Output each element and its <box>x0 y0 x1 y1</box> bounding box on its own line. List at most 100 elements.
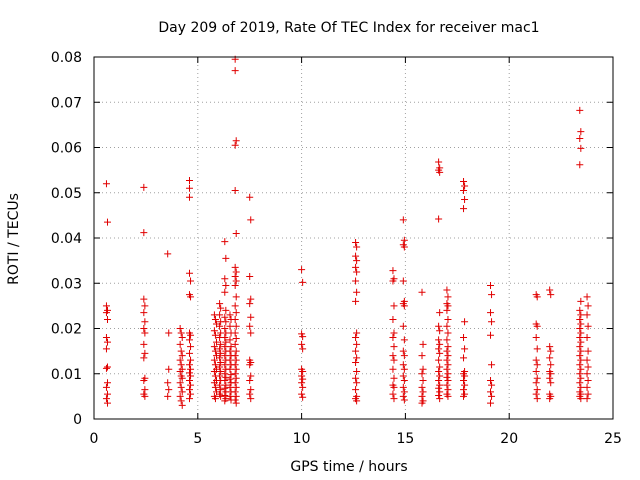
data-point <box>436 168 444 176</box>
data-point <box>221 397 229 405</box>
data-point <box>187 356 195 364</box>
data-point <box>299 367 307 375</box>
data-point <box>400 243 408 251</box>
data-point <box>185 361 193 369</box>
data-point <box>583 356 591 364</box>
data-point <box>390 329 398 337</box>
data-point <box>217 340 225 348</box>
data-point <box>231 340 239 348</box>
data-point <box>419 388 427 396</box>
data-point <box>584 377 592 385</box>
data-point <box>231 315 239 323</box>
data-point <box>576 325 584 332</box>
data-point <box>298 266 306 274</box>
data-point <box>353 367 361 375</box>
data-point <box>211 331 219 339</box>
data-point <box>187 331 195 339</box>
data-point <box>176 356 184 364</box>
data-point <box>227 371 235 379</box>
data-point <box>576 306 584 314</box>
data-point <box>217 358 225 366</box>
data-point <box>102 180 110 188</box>
data-point <box>221 313 229 321</box>
data-point <box>216 345 224 353</box>
x-tick-label: 20 <box>500 431 518 447</box>
data-point <box>210 356 218 364</box>
data-point <box>419 377 427 385</box>
data-point <box>227 343 235 351</box>
data-point <box>533 395 541 403</box>
data-point <box>436 372 444 380</box>
data-point <box>103 399 111 407</box>
data-point <box>231 67 239 75</box>
data-point <box>222 338 230 346</box>
data-point <box>443 322 451 330</box>
data-point <box>399 392 407 400</box>
data-point <box>185 336 193 344</box>
axis-ticks <box>93 56 614 420</box>
data-point <box>222 282 230 290</box>
data-point <box>533 293 541 301</box>
data-point <box>389 390 397 398</box>
data-point <box>231 272 239 280</box>
data-point <box>298 340 306 348</box>
data-point <box>298 390 306 398</box>
data-point <box>176 367 184 375</box>
data-point <box>176 392 184 400</box>
data-point <box>102 334 110 342</box>
data-point <box>187 365 195 373</box>
data-point <box>419 365 427 373</box>
data-point <box>221 325 229 332</box>
data-point <box>444 352 452 360</box>
data-point <box>419 340 427 348</box>
y-tick-label: 0 <box>73 412 82 428</box>
data-point <box>400 236 408 244</box>
data-point <box>583 334 591 342</box>
data-point <box>216 300 224 308</box>
data-point <box>140 340 148 348</box>
data-point <box>221 275 229 283</box>
data-point <box>210 379 218 387</box>
data-point <box>211 361 219 369</box>
data-point <box>488 291 496 299</box>
data-point <box>418 288 426 296</box>
data-point <box>400 365 408 373</box>
data-point <box>460 205 468 213</box>
data-point <box>444 361 452 369</box>
data-point <box>102 395 110 403</box>
data-point <box>576 161 584 169</box>
data-point <box>353 243 361 251</box>
data-point <box>216 381 224 389</box>
data-point <box>177 329 185 337</box>
data-point <box>231 388 239 396</box>
data-point <box>217 386 225 394</box>
data-point <box>418 392 426 400</box>
data-point <box>390 356 398 364</box>
data-point <box>583 311 591 319</box>
data-point <box>210 327 218 335</box>
data-point <box>164 379 172 387</box>
grid-lines <box>94 57 613 419</box>
data-point <box>418 370 426 378</box>
data-point <box>140 354 148 362</box>
data-point <box>232 399 240 407</box>
data-point <box>532 390 540 398</box>
data-point <box>232 383 240 391</box>
data-point <box>444 377 452 385</box>
data-point <box>299 333 307 341</box>
data-point <box>546 286 554 294</box>
data-point <box>221 352 229 360</box>
data-point <box>231 263 239 271</box>
data-point <box>103 315 111 323</box>
data-point <box>231 329 239 337</box>
data-point <box>187 277 195 285</box>
data-point <box>352 374 360 382</box>
data-point <box>216 372 224 380</box>
x-tick-label: 10 <box>293 431 311 447</box>
data-point <box>577 338 585 346</box>
data-point <box>232 365 240 373</box>
data-point <box>352 263 360 271</box>
x-tick-labels: 0 5 10 15 20 25 <box>90 431 622 447</box>
data-point <box>435 345 443 353</box>
